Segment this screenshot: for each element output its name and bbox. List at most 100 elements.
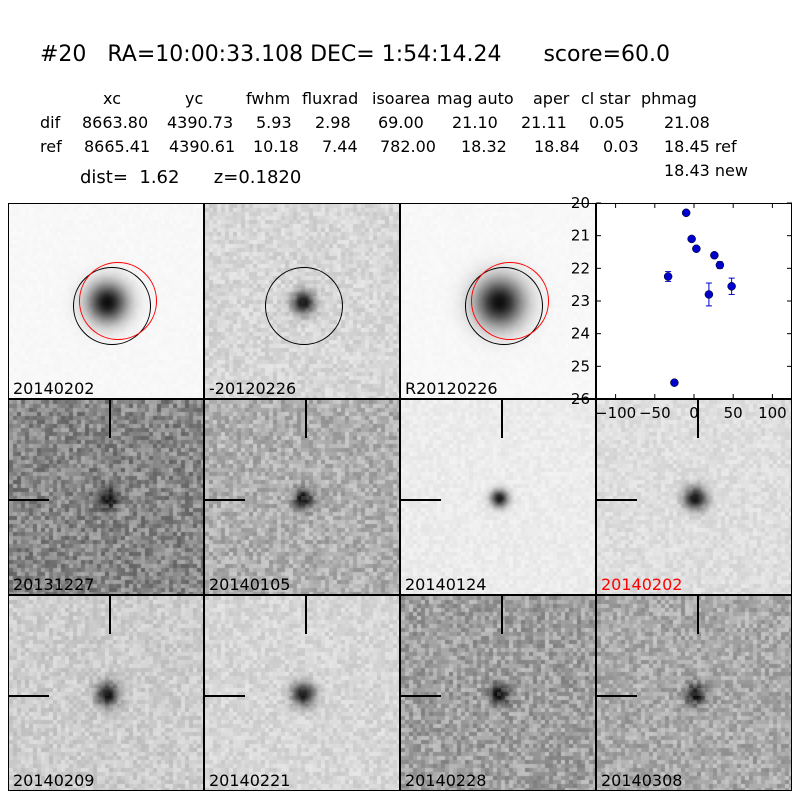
data-point <box>663 272 673 281</box>
x-tick-label: −50 <box>639 404 671 422</box>
stamp-image <box>9 596 203 790</box>
stamp-image <box>9 400 203 594</box>
crosshair-horizontal <box>401 499 441 501</box>
stamp-epoch-8: 20140308 <box>596 595 792 791</box>
stamp-date-label: 20140308 <box>601 771 683 790</box>
data-point <box>670 378 679 387</box>
new-phmag: 18.43 new <box>664 161 748 180</box>
table-cell: 18.84 <box>534 137 580 156</box>
crosshair-vertical <box>697 596 699 634</box>
table-cell: 7.44 <box>322 137 358 156</box>
stamp-date-label: 20140221 <box>209 771 291 790</box>
stamp-image <box>401 596 595 790</box>
table-cell: 5.93 <box>256 113 292 132</box>
data-point <box>727 282 736 291</box>
table-cell: 782.00 <box>380 137 436 156</box>
y-tick-label: 23 <box>571 292 590 310</box>
table-cell: 0.03 <box>603 137 639 156</box>
table-cell: 4390.73 <box>167 113 234 132</box>
y-tick-label: 25 <box>571 357 590 375</box>
row-label-dif: dif <box>40 113 61 132</box>
crosshair-vertical <box>305 596 307 634</box>
crosshair-vertical <box>109 400 111 438</box>
table-cell: 21.11 <box>521 113 567 132</box>
dist-z-summary: dist= 1.62 z=0.1820 <box>80 167 302 188</box>
stamp-image <box>205 400 399 594</box>
stamp-image <box>597 400 791 594</box>
crosshair-vertical <box>501 596 503 634</box>
crosshair-vertical <box>501 400 503 438</box>
col-header-cl-star: cl star <box>581 89 631 108</box>
table-cell: 18.32 <box>461 137 507 156</box>
crosshair-horizontal <box>401 695 441 697</box>
light-curve-plot: 20 21 22 23 24 25 26 −100 −50 0 50 100 <box>571 194 792 422</box>
stamp-epoch-5: 20140209 <box>8 595 204 791</box>
crosshair-horizontal <box>9 499 49 501</box>
table-cell: 8663.80 <box>82 113 149 132</box>
stamp-image <box>597 596 791 790</box>
stamp-date-label: R20120226 <box>405 379 498 398</box>
data-point <box>687 234 696 244</box>
data-point <box>681 208 691 218</box>
table-cell: 0.05 <box>589 113 625 132</box>
table-cell: 2.98 <box>315 113 351 132</box>
stamp-date-label: 20131227 <box>13 575 95 594</box>
y-tick-label: 26 <box>571 390 590 408</box>
crosshair-horizontal <box>597 695 637 697</box>
col-header-fwhm: fwhm <box>246 89 291 108</box>
col-header-fluxrad: fluxrad <box>302 89 359 108</box>
stamp-epoch-1: 20131227 <box>8 399 204 595</box>
plot-frame <box>596 203 792 399</box>
stamp-top-2: -20120226 <box>204 203 400 399</box>
crosshair-horizontal <box>597 499 637 501</box>
crosshair-horizontal <box>205 499 245 501</box>
y-tick-label: 22 <box>571 259 590 277</box>
col-header-yc: yc <box>185 89 204 108</box>
table-cell: 69.00 <box>378 113 424 132</box>
table-cell: 21.08 <box>664 113 710 132</box>
stamp-top-3: R20120226 <box>400 203 596 399</box>
col-header-phmag: phmag <box>641 89 697 108</box>
aperture-circle-red <box>471 262 549 340</box>
stamp-date-label: 20140209 <box>13 771 95 790</box>
crosshair-vertical <box>305 400 307 438</box>
col-header-isoarea: isoarea <box>372 89 431 108</box>
stamp-image <box>401 400 595 594</box>
aperture-circle-black <box>265 267 343 345</box>
crosshair-horizontal <box>9 695 49 697</box>
stamp-epoch-6: 20140221 <box>204 595 400 791</box>
table-cell: 10.18 <box>253 137 299 156</box>
stamp-epoch-3: 20140124 <box>400 399 596 595</box>
stamp-date-label: 20140105 <box>209 575 291 594</box>
aperture-circle-red <box>79 262 157 340</box>
stamp-top-1: 20140202 <box>8 203 204 399</box>
col-header-mag-auto: mag auto <box>437 89 514 108</box>
stamp-date-label: -20120226 <box>209 379 297 398</box>
y-tick-label: 24 <box>571 325 590 343</box>
page-title: #20 RA=10:00:33.108 DEC= 1:54:14.24 scor… <box>40 42 670 67</box>
x-tick-label: 100 <box>758 404 787 422</box>
stamp-image <box>205 596 399 790</box>
data-point <box>715 260 725 270</box>
x-tick-label: −100 <box>595 404 636 422</box>
table-cell: 21.10 <box>452 113 498 132</box>
crosshair-horizontal <box>205 695 245 697</box>
stamp-grid: 20140202 -20120226 R20120226 20131227 20… <box>8 203 792 791</box>
y-tick-label: 20 <box>571 194 590 212</box>
stamp-date-label-current: 20140202 <box>601 575 683 594</box>
stamp-date-label: 20140228 <box>405 771 487 790</box>
crosshair-vertical <box>697 400 699 438</box>
stamp-epoch-2: 20140105 <box>204 399 400 595</box>
stamp-epoch-4: 20140202 <box>596 399 792 595</box>
table-cell: 18.45 ref <box>664 137 737 156</box>
data-point <box>692 244 701 253</box>
col-header-xc: xc <box>103 89 121 108</box>
table-cell: 8665.41 <box>84 137 151 156</box>
row-label-ref: ref <box>40 137 62 156</box>
table-cell: 4390.61 <box>169 137 236 156</box>
data-point <box>710 251 719 260</box>
x-tick-label: 50 <box>724 404 743 422</box>
col-header-aper: aper <box>533 89 570 108</box>
x-tick-label: 0 <box>689 404 699 422</box>
data-point <box>704 290 714 299</box>
